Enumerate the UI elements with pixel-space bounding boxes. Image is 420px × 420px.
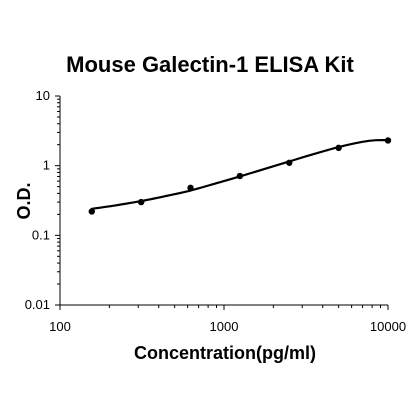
data-point — [187, 184, 194, 192]
chart-title: Mouse Galectin-1 ELISA Kit — [66, 52, 354, 77]
x-tick-label: 100 — [49, 319, 71, 334]
y-tick-label: 10 — [36, 88, 50, 103]
axes: 0.01 0.1 1 10 100 1000 10000 — [25, 88, 406, 334]
data-point — [88, 208, 95, 215]
y-tick-label: 0.01 — [25, 297, 50, 312]
data-point — [236, 172, 244, 180]
data-point — [384, 137, 392, 144]
data-point — [137, 198, 145, 206]
data-point — [335, 144, 342, 152]
x-tick-label: 10000 — [370, 319, 406, 334]
data-points — [88, 137, 392, 215]
data-point — [286, 159, 293, 166]
x-tick-label: 1000 — [210, 319, 239, 334]
y-tick-label: 1 — [43, 158, 50, 173]
y-tick-label: 0.1 — [32, 227, 50, 242]
x-axis-label: Concentration(pg/ml) — [134, 343, 316, 363]
